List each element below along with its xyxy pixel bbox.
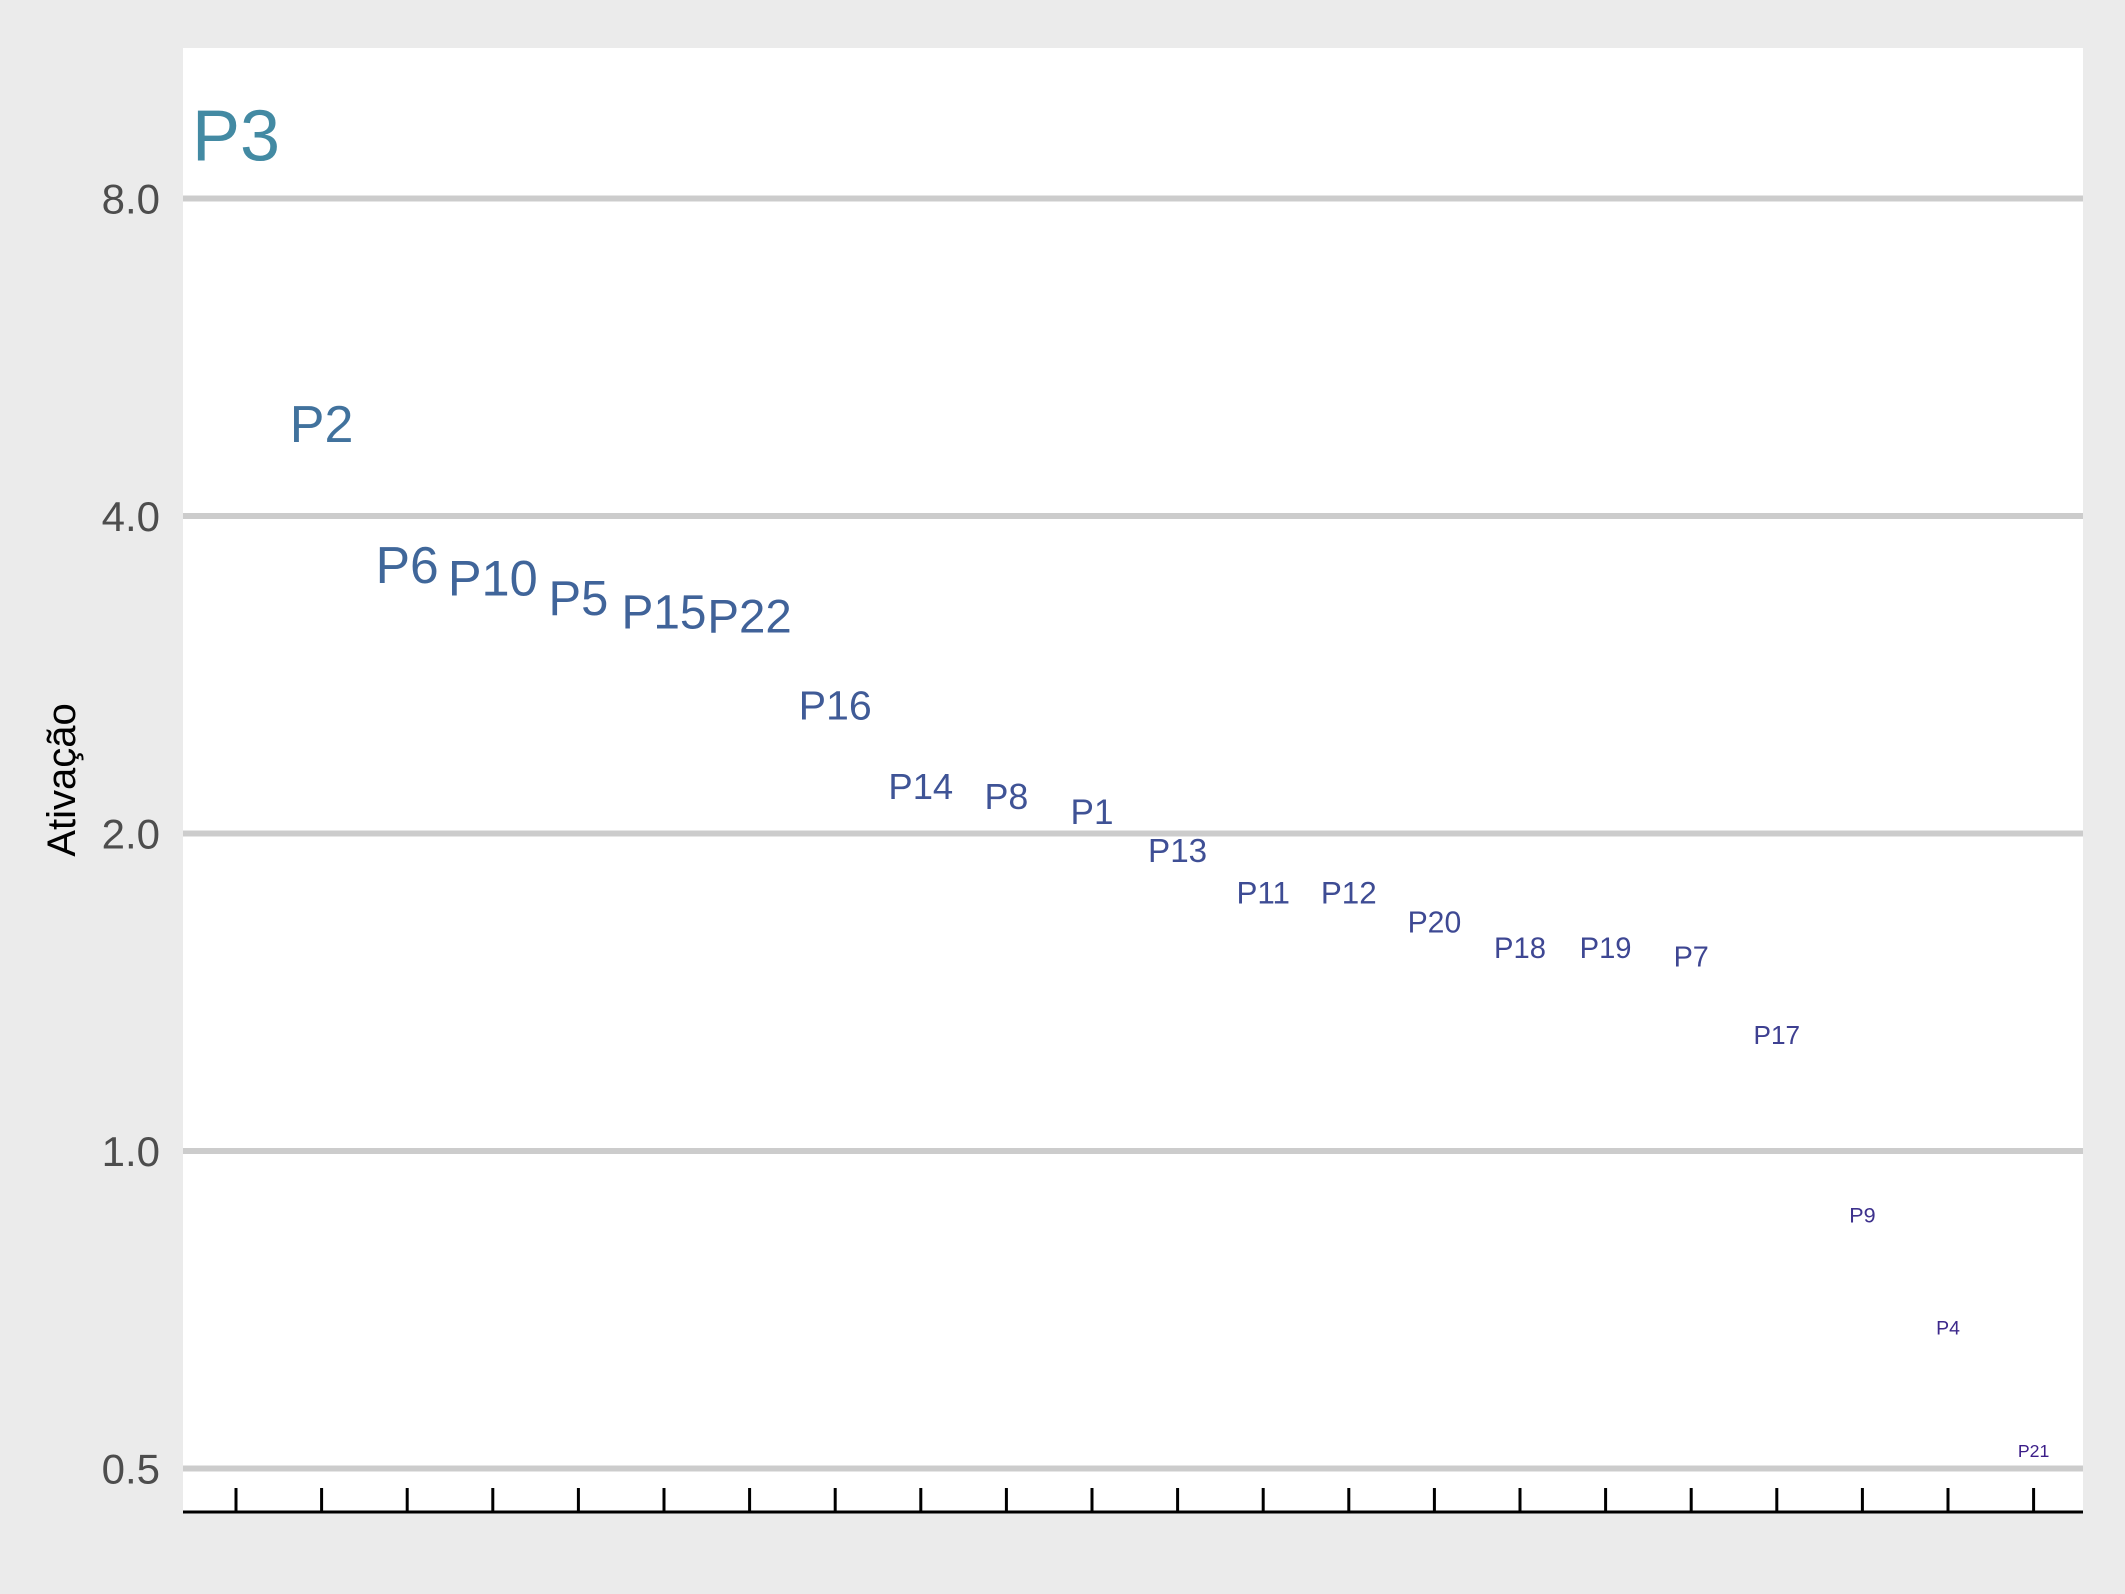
- point-label-p5: P5: [549, 572, 609, 626]
- y-tick-label: 0.5: [102, 1446, 160, 1493]
- point-label-p21: P21: [2018, 1441, 2050, 1461]
- y-tick-label: 2.0: [102, 811, 160, 858]
- point-label-p3: P3: [192, 96, 280, 176]
- point-label-p14: P14: [888, 766, 953, 807]
- point-label-p6: P6: [376, 536, 439, 594]
- x-ticks: [234, 1488, 2036, 1512]
- point-label-p15: P15: [622, 586, 707, 639]
- y-axis-title: Ativação: [40, 703, 84, 856]
- y-tick-label: 8.0: [102, 176, 160, 223]
- point-label-p8: P8: [984, 777, 1028, 817]
- point-label-p7: P7: [1674, 942, 1709, 974]
- point-label-p22: P22: [707, 590, 791, 643]
- point-label-p11: P11: [1236, 875, 1289, 910]
- point-label-p20: P20: [1408, 906, 1462, 939]
- point-label-p19: P19: [1580, 933, 1632, 965]
- y-tick-labels: 0.5 1.0 2.0 4.0 8.0: [102, 176, 160, 1493]
- point-label-p16: P16: [799, 682, 872, 728]
- point-label-p17: P17: [1753, 1020, 1800, 1050]
- y-tick-label: 1.0: [102, 1128, 160, 1175]
- point-label-p1: P1: [1071, 793, 1114, 832]
- point-label-p2: P2: [290, 396, 354, 454]
- y-gridlines: [183, 195, 2083, 1472]
- point-label-p4: P4: [1936, 1318, 1960, 1340]
- point-label-p12: P12: [1321, 875, 1377, 910]
- y-tick-label: 4.0: [102, 493, 160, 540]
- point-label-p9: P9: [1849, 1203, 1875, 1228]
- point-label-p10: P10: [448, 549, 538, 606]
- point-label-p18: P18: [1494, 933, 1546, 965]
- point-label-p13: P13: [1148, 833, 1207, 870]
- panel-background: [183, 48, 2083, 1513]
